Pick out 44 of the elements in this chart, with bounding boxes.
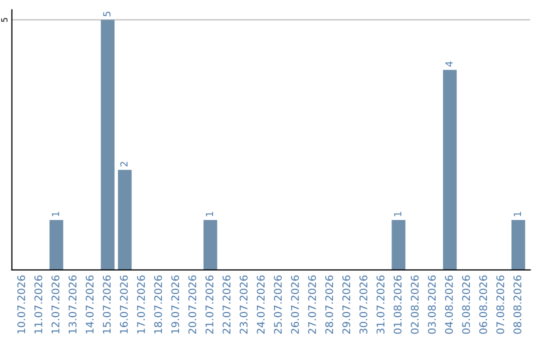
x-tick-label: 05.08.2026 [462,275,470,334]
x-tick-label: 14.07.2026 [86,275,94,334]
x-tick-label: 12.07.2026 [52,275,60,334]
bar [443,70,457,270]
x-tick-label: 02.08.2026 [410,275,419,334]
x-tick-label: 03.08.2026 [428,275,436,334]
x-tick-label: 27.07.2026 [308,275,316,334]
x-tick-label: 08.08.2026 [513,275,522,334]
x-tick-label: 18.07.2026 [154,275,162,334]
x-tick-label: 30.07.2026 [359,275,368,334]
data-label: 4 [445,61,453,67]
data-label: 1 [514,212,521,216]
x-tick-label: 25.07.2026 [274,275,282,334]
x-tick-label: 01.08.2026 [394,275,402,334]
bar [204,220,218,270]
x-tick-label: 06.08.2026 [479,275,488,334]
x-tick-label: 13.07.2026 [68,275,76,334]
x-tick-label: 28.07.2026 [325,275,334,334]
data-label: 1 [52,212,60,216]
x-tick-label: 29.07.2026 [342,275,350,334]
x-tick-label: 22.07.2026 [222,275,230,334]
bar [392,220,406,270]
x-tick-label: 15.07.2026 [102,275,111,334]
x-tick-label: 17.07.2026 [137,275,145,334]
x-tick-label: 07.08.2026 [496,275,504,334]
bar [100,20,115,270]
data-label: 1 [394,212,402,216]
x-tick-label: 19.07.2026 [171,275,180,334]
x-tick-label: 21.07.2026 [205,275,214,334]
bar [511,220,526,270]
x-tick-label: 10.07.2026 [17,275,26,334]
x-tick-label: 11.07.2026 [34,275,42,334]
x-tick-label: 24.07.2026 [256,275,265,334]
data-label: 1 [206,212,214,216]
data-label: 2 [120,162,128,166]
data-label: 5 [103,12,111,16]
x-tick-label: 31.07.2026 [376,275,384,334]
x-tick-label: 16.07.2026 [120,275,128,334]
x-tick-label: 26.07.2026 [291,275,299,334]
x-tick-label: 04.08.2026 [445,275,453,334]
bar [118,170,132,270]
x-tick-label: 20.07.2026 [188,275,196,334]
bar [50,220,64,270]
x-tick-label: 23.07.2026 [240,275,248,334]
